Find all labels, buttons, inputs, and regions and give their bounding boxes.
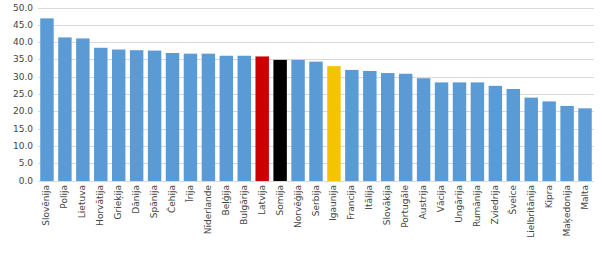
bars	[40, 18, 592, 181]
x-tick-label: Francija	[346, 185, 356, 220]
bar	[542, 101, 555, 181]
bar	[578, 108, 591, 181]
x-tick-label: Slovākija	[382, 185, 392, 225]
x-tick-label: Lielbritānija	[526, 185, 536, 238]
bar	[345, 70, 358, 181]
y-tick-label: 45.0	[13, 20, 33, 30]
grid-line	[38, 25, 594, 26]
x-tick-label: Nīderlande	[203, 185, 213, 235]
x-tick-label: Horvātija	[95, 185, 105, 226]
bar	[435, 82, 448, 181]
grid-line	[38, 42, 594, 43]
x-tick-label: Itālija	[364, 185, 374, 210]
bar	[76, 38, 89, 181]
bar	[238, 56, 251, 181]
bar	[148, 51, 161, 181]
bar	[507, 89, 520, 181]
bar	[327, 66, 340, 181]
x-tick-label: Grieķija	[113, 185, 124, 219]
x-tick-label: Serbija	[311, 185, 321, 216]
bar	[417, 78, 430, 181]
bar	[184, 54, 197, 181]
y-tick-label: 35.0	[13, 54, 33, 64]
chart: 0.0 5.0 10.0 15.0 20.0 25.0 30.0 35.0 40.0 45.0 50…	[0, 0, 602, 257]
y-tick-label: 5.0	[19, 158, 34, 168]
x-tick-label: Malta	[580, 185, 590, 210]
x-tick-label: Dānija	[131, 185, 141, 214]
chart-container: 0.0 5.0 10.0 15.0 20.0 25.0 30.0 35.0 40.0 45.0 50…	[0, 0, 602, 257]
bar	[399, 74, 412, 181]
grid-line	[38, 8, 594, 9]
bar	[363, 71, 376, 181]
bar	[40, 18, 53, 181]
bar	[453, 82, 466, 181]
bar	[560, 106, 573, 181]
x-tick-label: Bulgārija	[239, 185, 249, 225]
y-tick-label: 40.0	[13, 37, 33, 47]
bar	[94, 48, 107, 181]
y-tick-label: 25.0	[13, 89, 33, 99]
x-tick-label: Rumānija	[472, 185, 482, 227]
bar	[202, 54, 215, 181]
bar	[58, 37, 71, 181]
x-tick-label: Vācija	[436, 185, 446, 212]
x-tick-label: Zviedrija	[490, 185, 500, 224]
x-tick-label: Lietuva	[77, 185, 87, 218]
x-tick-label: Latvija	[257, 185, 267, 215]
bar	[525, 98, 538, 181]
bar	[381, 73, 394, 181]
bar	[112, 50, 125, 181]
bar	[471, 82, 484, 181]
bar	[166, 53, 179, 181]
y-tick-label: 0.0	[19, 176, 34, 186]
y-tick-label: 30.0	[13, 72, 33, 82]
x-tick-label: Īrija	[185, 185, 195, 202]
x-tick-label: Somija	[275, 185, 285, 216]
bar	[255, 56, 268, 181]
y-axis: 0.0 5.0 10.0 15.0 20.0 25.0 30.0 35.0 40.0 45.0 50…	[13, 3, 33, 186]
bar	[130, 50, 143, 181]
x-tick-label: Šveice	[507, 185, 518, 215]
x-tick-label: Ungārija	[454, 185, 464, 223]
bar	[489, 86, 502, 181]
x-axis: Slovēnija Polija Lietuva Horvātija Grieķija D…	[41, 185, 589, 238]
x-tick-label: Austrija	[418, 185, 428, 219]
bar	[273, 60, 286, 181]
y-tick-label: 50.0	[13, 3, 33, 13]
x-tick-label: Spānija	[149, 185, 159, 218]
x-tick-label: Igaunija	[328, 185, 338, 221]
y-tick-label: 15.0	[13, 124, 33, 134]
bar	[291, 60, 304, 181]
x-tick-label: Beļģija	[221, 185, 232, 215]
bar	[309, 62, 322, 181]
x-tick-label: Polija	[59, 185, 69, 209]
x-tick-label: Slovēnija	[41, 185, 51, 226]
bar	[220, 56, 233, 181]
x-tick-label: Kipra	[544, 185, 554, 208]
x-tick-label: Čehija	[166, 185, 177, 213]
y-tick-label: 20.0	[13, 106, 33, 116]
x-tick-label: Norvēģija	[293, 185, 303, 228]
x-tick-label: Portugāle	[400, 185, 410, 228]
grid	[38, 8, 594, 181]
y-tick-label: 10.0	[13, 141, 33, 151]
x-tick-label: Maķedonija	[562, 185, 573, 236]
